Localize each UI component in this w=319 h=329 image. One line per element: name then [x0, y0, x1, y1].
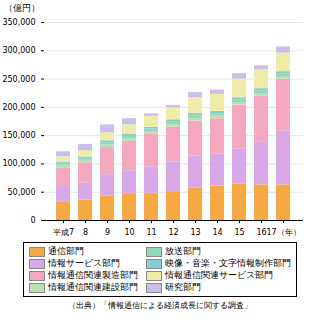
svg-text:0: 0 — [30, 216, 35, 225]
svg-text:14: 14 — [212, 228, 222, 237]
html-text:情報通信関連建設部門: 情報通信関連建設部門 — [47, 282, 138, 292]
svg-text:150,000: 150,000 — [2, 131, 35, 140]
svg-text:17（年）: 17（年） — [266, 228, 300, 237]
html-text:研究部門: 研究部門 — [164, 282, 201, 292]
html-text:情報サービス部門: 情報サービス部門 — [47, 258, 120, 268]
svg-text:50,000: 50,000 — [8, 188, 36, 197]
html-text:（出典）「情報通信による経済成長に関する調査」: （出典）「情報通信による経済成長に関する調査」 — [67, 301, 252, 310]
svg-text:9: 9 — [105, 228, 110, 237]
html-text:通信部門: 通信部門 — [47, 246, 84, 256]
svg-text:300,000: 300,000 — [2, 46, 35, 55]
svg-text:10: 10 — [124, 228, 134, 237]
svg-text:11: 11 — [146, 228, 156, 237]
svg-text:100,000: 100,000 — [2, 159, 35, 168]
svg-text:250,000: 250,000 — [2, 75, 35, 84]
svg-text:200,000: 200,000 — [2, 103, 35, 112]
svg-text:13: 13 — [190, 228, 200, 237]
svg-text:8: 8 — [83, 228, 88, 237]
svg-text:平成7: 平成7 — [53, 228, 74, 237]
svg-text:350,000: 350,000 — [2, 18, 35, 27]
svg-text:12: 12 — [168, 228, 178, 237]
html-text:映像・音楽・文字情報制作部門: 映像・音楽・文字情報制作部門 — [164, 258, 291, 268]
html-text:（億円）: （億円） — [4, 3, 40, 13]
html-text:放送部門: 放送部門 — [164, 246, 201, 256]
svg-text:15: 15 — [234, 228, 244, 237]
html-text:情報通信関連サービス部門: 情報通信関連サービス部門 — [164, 270, 273, 280]
html-text:情報通信関連製造部門: 情報通信関連製造部門 — [47, 270, 138, 280]
svg-text:16: 16 — [256, 228, 266, 237]
